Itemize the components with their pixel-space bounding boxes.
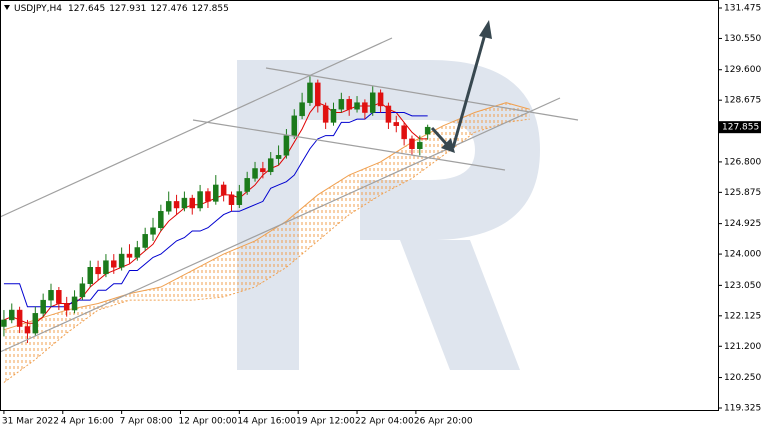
- candle-body: [181, 197, 188, 209]
- header-text: USDJPY,H4 127.645 127.931 127.476 127.855: [14, 4, 229, 14]
- candle-body: [322, 105, 329, 123]
- header: USDJPY,H4 127.645 127.931 127.476 127.855: [4, 4, 229, 14]
- y-tick-label: 123.050: [724, 281, 761, 291]
- x-tick-label: 31 Mar 2022: [2, 417, 59, 427]
- y-tick-label: 130.550: [724, 34, 761, 44]
- symbol: USDJPY,H4: [14, 4, 62, 14]
- candle-body: [354, 102, 360, 110]
- candle-body: [283, 135, 290, 156]
- y-tick-label: 131.475: [724, 3, 761, 13]
- candle-body: [417, 141, 423, 149]
- candle-body: [24, 326, 31, 334]
- x-tick-label: 22 Apr 04:00: [355, 417, 414, 427]
- candle-body: [346, 99, 352, 110]
- candle-body: [150, 227, 156, 235]
- header-close: 127.855: [192, 4, 229, 14]
- candle-body: [134, 247, 141, 258]
- header-high: 127.931: [109, 4, 146, 14]
- x-tick-label: 12 Apr 00:00: [178, 417, 237, 427]
- candle-body: [142, 234, 148, 248]
- candle-body: [48, 290, 54, 301]
- candle-body: [362, 102, 368, 113]
- candle-body: [228, 194, 235, 205]
- candle-body: [377, 92, 384, 107]
- menu-triangle: [4, 5, 10, 10]
- candle-body: [16, 309, 23, 327]
- x-tick-label: 4 Apr 16:00: [61, 417, 114, 427]
- candle-body: [299, 102, 305, 117]
- candle-body: [213, 184, 219, 202]
- candle-body: [424, 126, 431, 135]
- y-tick-label: 125.875: [724, 188, 761, 198]
- drawings: [0, 20, 579, 353]
- candle-body: [244, 178, 250, 192]
- candle-body: [393, 122, 400, 126]
- candle-body: [111, 260, 117, 268]
- y-tick-label: 119.325: [724, 403, 761, 413]
- candle-body: [165, 201, 172, 212]
- candle-body: [118, 253, 125, 268]
- y-tick-label: 124.000: [724, 250, 761, 260]
- candle-body: [220, 184, 227, 196]
- candle-body: [315, 82, 321, 107]
- price-tag-label: 127.855: [722, 123, 759, 133]
- candle-body: [236, 191, 243, 205]
- candle-body: [267, 158, 274, 173]
- candle-body: [71, 296, 78, 311]
- candle-body: [40, 299, 46, 314]
- candle-body: [189, 197, 196, 209]
- candle-body: [103, 260, 109, 275]
- candle-body: [401, 125, 407, 140]
- candle-body: [173, 201, 180, 209]
- y-tick-label: 120.250: [724, 373, 761, 383]
- candle-body: [205, 191, 211, 202]
- candle-body: [252, 168, 258, 179]
- candle-body: [369, 92, 376, 113]
- candle-body: [9, 309, 15, 321]
- y-tick-label: 122.125: [724, 311, 761, 321]
- candle-body: [1, 319, 7, 327]
- candle-body: [291, 115, 298, 136]
- candle-body: [385, 105, 392, 123]
- candle-body: [87, 267, 93, 284]
- candle-body: [32, 313, 39, 334]
- y-tick-label: 126.800: [724, 157, 761, 167]
- candle-body: [338, 99, 345, 110]
- cloud-span-a: [3, 102, 530, 331]
- price-tag: [719, 121, 761, 134]
- candle-body: [260, 168, 266, 173]
- x-tick-label: 7 Apr 08:00: [120, 417, 173, 427]
- candle-body: [79, 283, 86, 298]
- cloud-span-b: [3, 118, 530, 383]
- y-tick-label: 124.925: [724, 219, 761, 229]
- y-tick-label: 121.200: [724, 342, 761, 352]
- candle-body: [63, 303, 70, 311]
- candle-body: [56, 290, 62, 304]
- candle-body: [126, 253, 133, 258]
- candle-body: [275, 155, 282, 159]
- x-tick-label: 26 Apr 20:00: [414, 417, 473, 427]
- candle-body: [197, 191, 203, 209]
- plot-border: [0, 0, 719, 411]
- x-tick-label: 14 Apr 16:00: [237, 417, 296, 427]
- cloud-area: [3, 102, 530, 383]
- y-tick-label: 129.600: [724, 65, 761, 75]
- candle-body: [409, 138, 415, 149]
- candle-body: [330, 108, 337, 123]
- y-tick-label: 128.675: [724, 96, 761, 106]
- header-low: 127.476: [150, 4, 187, 14]
- candle-body: [95, 267, 101, 275]
- candle-body: [158, 211, 164, 228]
- x-tick-label: 19 Apr 12:00: [296, 417, 355, 427]
- header-open: 127.645: [68, 4, 105, 14]
- candle-body: [307, 82, 313, 103]
- plot-area: [1, 76, 530, 383]
